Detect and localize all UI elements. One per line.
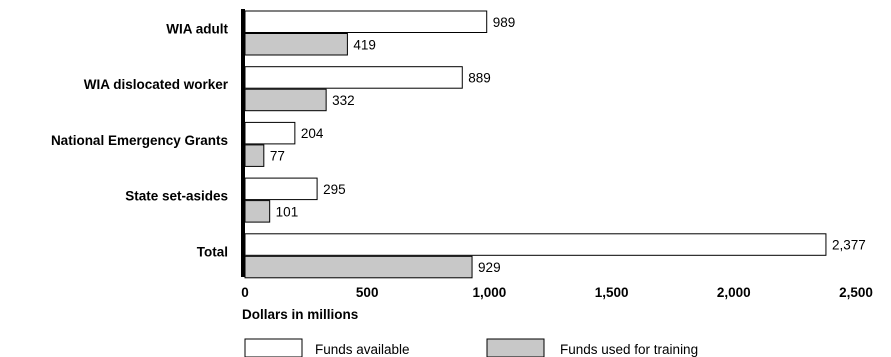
x-tick-label-500: 500: [356, 285, 379, 300]
x-tick-label-2000: 2,000: [717, 285, 751, 300]
category-label-wia-adult: WIA adult: [166, 22, 228, 37]
y-axis-line: [241, 9, 245, 277]
category-label-total: Total: [197, 244, 228, 259]
value-label-total-available: 2,377: [832, 238, 866, 253]
value-label-state-set-asides-available: 295: [323, 182, 346, 197]
bar-national-emergency-grants-available: [244, 121, 296, 145]
legend: Funds available Funds used for training: [244, 338, 698, 357]
category-labels-group: WIA adult WIA dislocated worker National E…: [51, 22, 229, 260]
bar-national-emergency-grants-training: [244, 144, 265, 167]
value-labels-group: 989 419 889 332 204 77 295 101 2,377 929: [270, 15, 866, 275]
category-label-state-set-asides: State set-asides: [125, 189, 228, 204]
x-tick-label-2500: 2,500: [839, 285, 873, 300]
bar-total-training: [244, 255, 473, 279]
bar-state-set-asides-available: [244, 177, 318, 201]
legend-swatch-available: [244, 338, 303, 357]
x-tick-label-0: 0: [241, 285, 249, 300]
x-tick-label-1000: 1,000: [473, 285, 507, 300]
legend-label-training: Funds used for training: [560, 342, 698, 357]
bar-wia-adult-training: [244, 33, 348, 56]
category-label-national-emergency-grants: National Emergency Grants: [51, 133, 228, 148]
bar-wia-dislocated-worker-available: [244, 66, 463, 89]
legend-label-available: Funds available: [315, 342, 410, 357]
bar-wia-adult-available: [244, 10, 488, 33]
value-label-national-emergency-grants-available: 204: [301, 126, 324, 141]
legend-swatch-training: [486, 338, 545, 357]
value-label-state-set-asides-training: 101: [276, 204, 299, 219]
value-label-wia-adult-training: 419: [353, 37, 376, 52]
x-axis-title: Dollars in millions: [242, 307, 358, 322]
value-label-wia-adult-available: 989: [493, 15, 516, 30]
bar-wia-dislocated-worker-training: [244, 88, 327, 112]
x-tick-label-1500: 1,500: [595, 285, 629, 300]
x-tick-labels-group: 0 500 1,000 1,500 2,000 2,500: [241, 285, 873, 300]
value-label-wia-dislocated-worker-available: 889: [468, 70, 491, 85]
bar-total-available: [244, 233, 827, 256]
bar-state-set-asides-training: [244, 200, 271, 223]
category-label-wia-dislocated-worker: WIA dislocated worker: [84, 77, 229, 92]
value-label-national-emergency-grants-training: 77: [270, 149, 285, 164]
bars-group: [244, 10, 827, 279]
value-label-wia-dislocated-worker-training: 332: [332, 93, 355, 108]
value-label-total-training: 929: [478, 260, 501, 275]
